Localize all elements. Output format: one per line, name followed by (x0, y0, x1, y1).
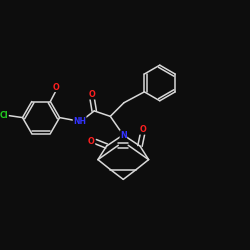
Text: Cl: Cl (0, 111, 8, 120)
Text: O: O (88, 137, 95, 146)
Text: O: O (89, 90, 96, 99)
Text: O: O (139, 125, 146, 134)
Text: O: O (52, 83, 59, 92)
Text: N: N (120, 131, 127, 140)
Text: NH: NH (73, 116, 86, 126)
